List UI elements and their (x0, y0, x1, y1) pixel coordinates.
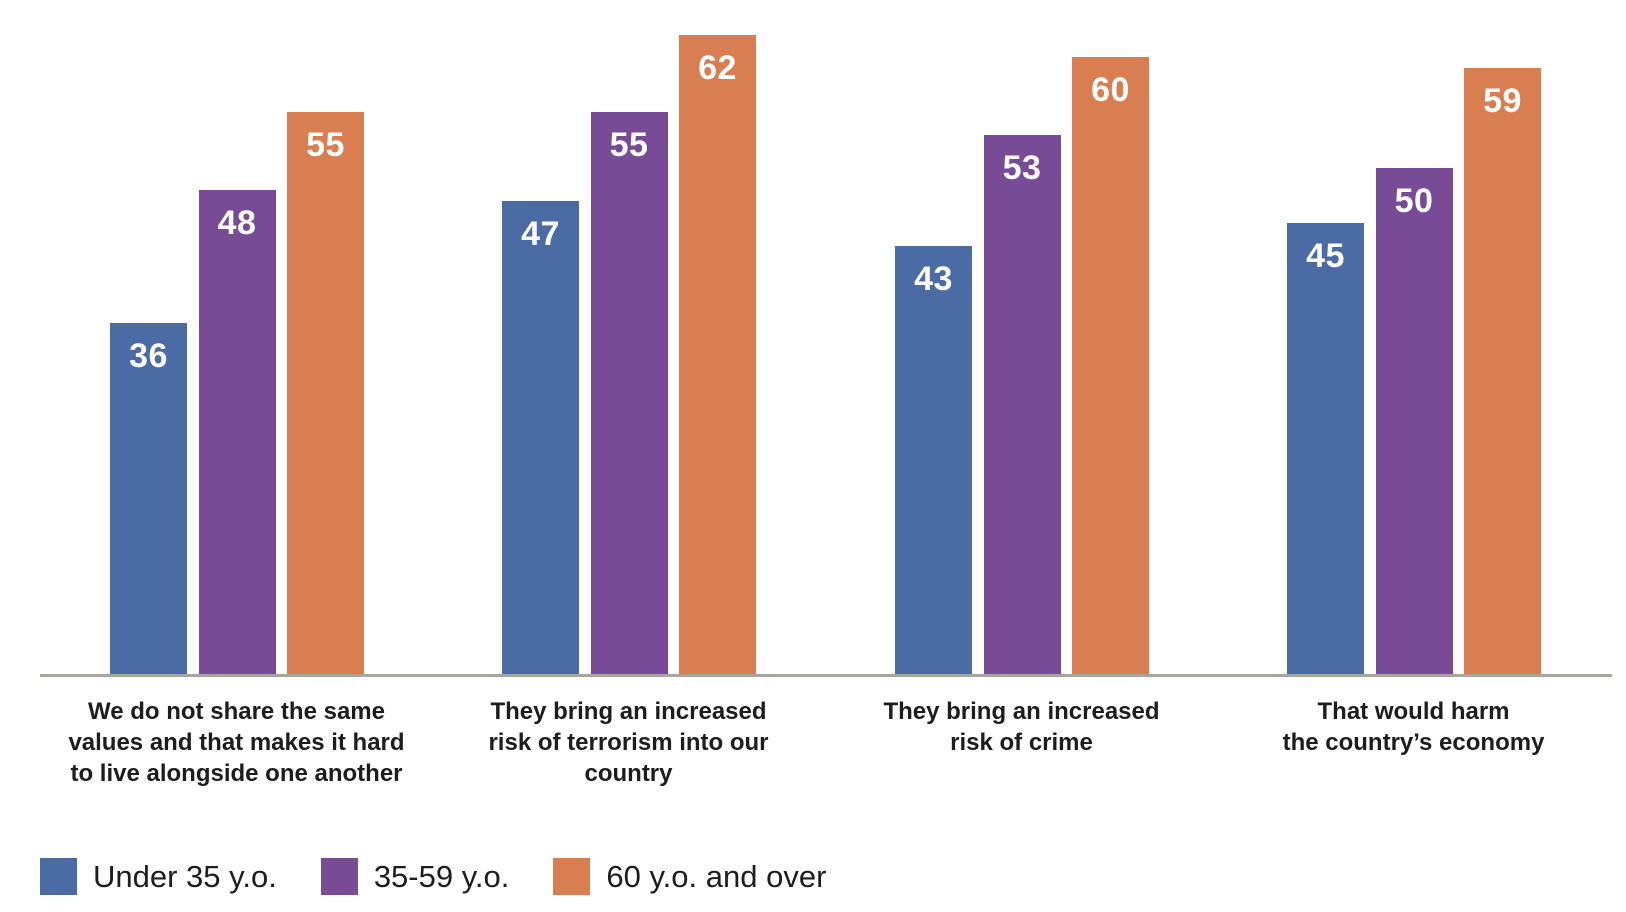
bar-value-label: 55 (609, 126, 649, 164)
bar: 55 (287, 112, 364, 675)
bar-value-label: 55 (306, 126, 345, 164)
legend-item: 60 y.o. and over (553, 858, 826, 895)
bar: 53 (983, 135, 1061, 675)
legend-label: 60 y.o. and over (606, 858, 827, 894)
bar-value-label: 47 (521, 215, 560, 253)
legend-swatch (553, 858, 591, 895)
legend-item: Under 35 y.o. (40, 858, 277, 895)
bar-value-label: 48 (217, 204, 257, 242)
legend-swatch (40, 858, 77, 895)
category-label: That would harm the country’s economy (1282, 698, 1545, 756)
bar-value-label: 53 (1002, 149, 1042, 187)
bar-value-label: 36 (129, 337, 168, 375)
category-label: They bring an increased risk of crime (883, 698, 1160, 756)
bar: 60 (1072, 57, 1149, 675)
bar: 59 (1464, 68, 1541, 675)
bar-value-label: 59 (1483, 82, 1522, 120)
bar-value-label: 43 (914, 260, 953, 298)
legend: Under 35 y.o. 35-59 y.o. 60 y.o. and over (40, 858, 826, 895)
legend-swatch (320, 858, 358, 895)
bar-value-label: 50 (1394, 182, 1434, 220)
bar-value-label: 62 (698, 49, 737, 87)
bar: 36 (110, 323, 187, 675)
bar: 50 (1375, 168, 1453, 675)
bar: 48 (198, 190, 276, 675)
bar-value-label: 60 (1091, 71, 1130, 109)
category-label: They bring an increased risk of terroris… (488, 698, 769, 787)
legend-label: Under 35 y.o. (93, 858, 277, 894)
bar: 43 (895, 246, 972, 675)
bar-value-label: 45 (1306, 237, 1345, 275)
bar: 62 (679, 35, 756, 675)
x-axis-line (40, 674, 1612, 677)
bar: 55 (590, 112, 668, 675)
legend-label: 35-59 y.o. (373, 858, 510, 894)
bar: 47 (502, 201, 579, 675)
legend-item: 35-59 y.o. (320, 858, 510, 895)
bar: 45 (1287, 223, 1364, 675)
category-label: We do not share the same values and that… (68, 698, 405, 787)
